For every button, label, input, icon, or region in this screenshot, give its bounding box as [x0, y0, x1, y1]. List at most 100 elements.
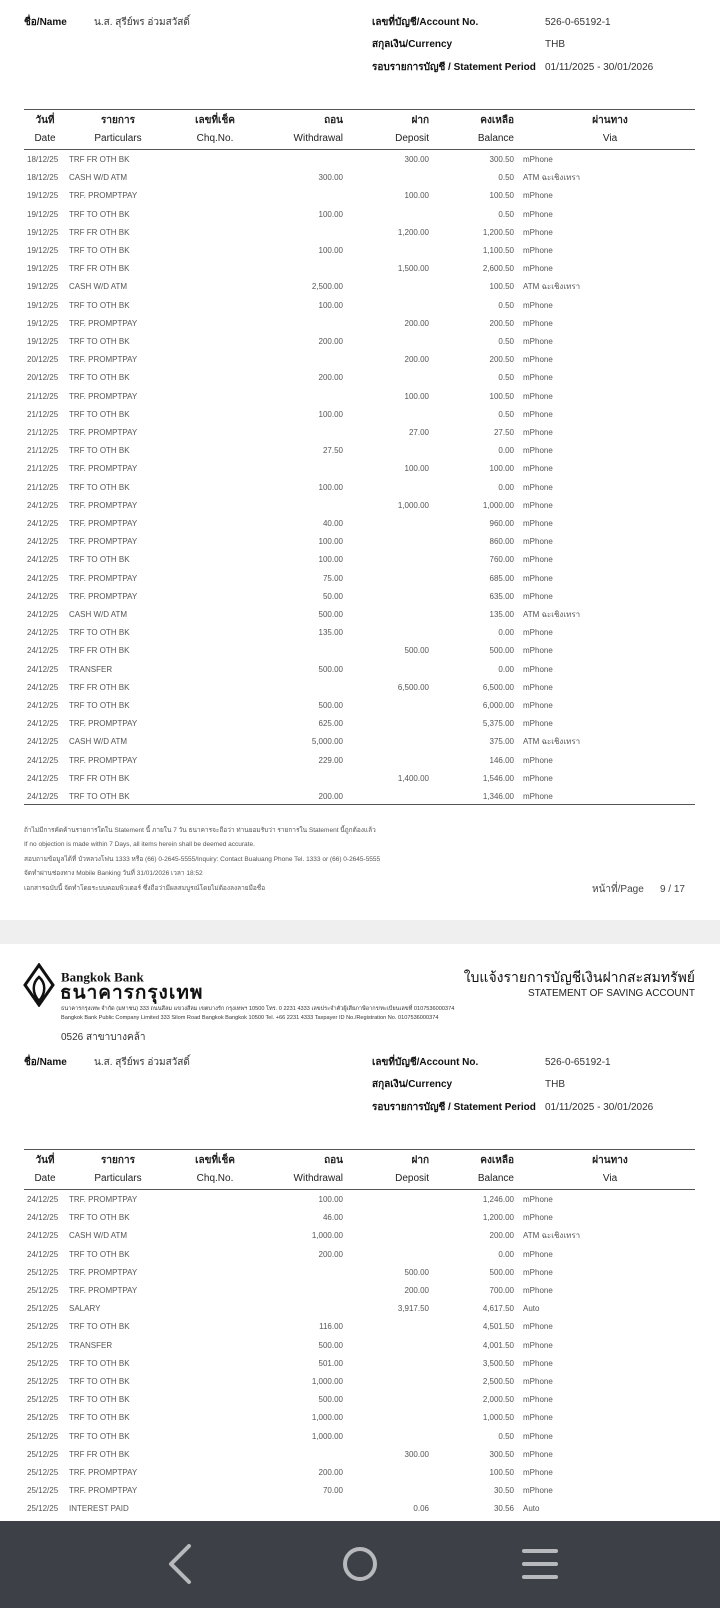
account-number: 526-0-65192-1: [545, 17, 611, 28]
statement-title-en: STATEMENT OF SAVING ACCOUNT: [527, 988, 695, 999]
address-th: ธนาคารกรุงเทพ จำกัด (มหาชน) 333 ถนนสีลม …: [61, 1006, 455, 1013]
cell-balance: 100.50: [489, 282, 514, 292]
cell-date: 24/12/25: [27, 701, 59, 710]
menu-button[interactable]: [522, 1549, 558, 1579]
cell-deposit: 100.00: [404, 464, 429, 474]
cell-balance: 700.00: [489, 1286, 514, 1295]
cell-date: 25/12/25: [27, 1377, 59, 1386]
cell-via: mPhone: [523, 1395, 553, 1405]
footer-note: จัดทำผ่านช่องทาง Mobile Banking วันที่ 3…: [24, 869, 203, 877]
cell-via: mPhone: [523, 1431, 553, 1441]
cell-balance: 30.50: [493, 1486, 514, 1496]
cell-balance: 685.00: [489, 573, 514, 583]
cell-via: mPhone: [523, 209, 553, 219]
cell-particulars: INTEREST PAID: [69, 1504, 129, 1514]
cell-withdrawal: 70.00: [322, 1486, 343, 1496]
cell-particulars: TRF TO OTH BK: [69, 409, 130, 419]
cell-withdrawal: 500.00: [318, 1340, 343, 1350]
cell-via: mPhone: [523, 1486, 553, 1496]
cell-via: mPhone: [523, 537, 553, 547]
home-button[interactable]: [343, 1547, 377, 1581]
cell-withdrawal: 135.00: [318, 628, 343, 638]
period-label: รอบรายการบัญชี / Statement Period: [372, 1102, 536, 1113]
cell-particulars: TRANSFER: [69, 1340, 113, 1350]
cell-deposit: 300.00: [404, 1449, 429, 1459]
back-button[interactable]: [169, 1544, 191, 1584]
cell-date: 25/12/25: [27, 1486, 59, 1496]
cell-balance: 635.00: [489, 591, 514, 601]
cell-date: 19/12/25: [27, 191, 59, 201]
cell-balance: 27.50: [493, 428, 514, 437]
cell-deposit: 100.00: [404, 191, 429, 201]
cell-via: mPhone: [523, 792, 553, 801]
statement-period: 01/11/2025 - 30/01/2026: [545, 62, 654, 73]
cell-balance: 500.00: [489, 1267, 514, 1277]
cell-balance: 300.50: [489, 1449, 514, 1459]
cell-particulars: TRF. PROMPTPAY: [69, 428, 138, 437]
cell-withdrawal: 46.00: [322, 1213, 343, 1223]
cell-date: 24/12/25: [27, 1249, 59, 1259]
cell-date: 21/12/25: [27, 464, 59, 474]
cell-particulars: TRF TO OTH BK: [69, 246, 130, 255]
bank-logo: [23, 963, 55, 1007]
cell-withdrawal: 100.00: [318, 209, 343, 219]
cell-balance: 300.50: [489, 155, 514, 164]
cell-withdrawal: 100.00: [318, 537, 343, 547]
cell-via: mPhone: [523, 701, 553, 710]
cell-date: 21/12/25: [27, 482, 59, 492]
cell-particulars: TRF. PROMPTPAY: [69, 573, 138, 583]
cell-via: mPhone: [523, 446, 553, 456]
cell-date: 19/12/25: [27, 264, 59, 274]
cell-withdrawal: 500.00: [318, 610, 343, 619]
cell-via: mPhone: [523, 355, 553, 365]
cell-particulars: TRF. PROMPTPAY: [69, 719, 138, 729]
cell-particulars: TRANSFER: [69, 664, 113, 674]
column-header-th: รายการ: [101, 115, 135, 126]
cell-date: 25/12/25: [27, 1449, 59, 1459]
cell-via: ATM ฉะเชิงเทรา: [523, 610, 581, 619]
cell-date: 24/12/25: [27, 682, 59, 692]
cell-particulars: TRF FR OTH BK: [69, 155, 130, 164]
cell-particulars: SALARY: [69, 1304, 101, 1314]
column-header-th: รายการ: [101, 1155, 135, 1166]
cell-withdrawal: 500.00: [318, 664, 343, 674]
cell-deposit: 200.00: [404, 318, 429, 328]
cell-withdrawal: 50.00: [322, 591, 343, 601]
cell-date: 19/12/25: [27, 318, 59, 328]
cell-particulars: TRF TO OTH BK: [69, 1377, 130, 1386]
cell-via: mPhone: [523, 1468, 553, 1477]
account-name: น.ส. สุรีย์พร อ่วมสวัสดิ์: [94, 17, 190, 28]
column-header-th: คงเหลือ: [480, 1155, 514, 1166]
cell-via: mPhone: [523, 773, 553, 783]
column-header-th: ถอน: [324, 115, 343, 126]
cell-particulars: CASH W/D ATM: [69, 282, 128, 292]
branch: 0526 สาขาบางคล้า: [61, 0, 145, 3]
cell-particulars: TRF TO OTH BK: [69, 792, 130, 801]
cell-particulars: TRF TO OTH BK: [69, 209, 130, 219]
cell-balance: 4,501.50: [482, 1322, 514, 1332]
cell-via: ATM ฉะเชิงเทรา: [523, 737, 581, 747]
cell-withdrawal: 200.00: [318, 1249, 343, 1259]
cell-via: mPhone: [523, 519, 553, 528]
cell-via: mPhone: [523, 191, 553, 201]
cell-via: mPhone: [523, 682, 553, 692]
currency-label: สกุลเงิน/Currency: [372, 39, 453, 50]
cell-via: mPhone: [523, 391, 553, 401]
cell-withdrawal: 5,000.00: [311, 737, 343, 747]
cell-particulars: CASH W/D ATM: [69, 610, 128, 619]
branch: 0526 สาขาบางคล้า: [61, 1032, 146, 1043]
cell-balance: 0.50: [498, 209, 514, 219]
cell-balance: 0.00: [498, 628, 514, 638]
cell-date: 25/12/25: [27, 1322, 59, 1332]
cell-via: mPhone: [523, 409, 553, 419]
cell-balance: 0.00: [498, 446, 514, 456]
cell-balance: 1,100.50: [482, 246, 514, 255]
cell-via: mPhone: [523, 1377, 553, 1386]
cell-date: 19/12/25: [27, 282, 59, 292]
cell-date: 24/12/25: [27, 719, 59, 729]
cell-balance: 100.50: [489, 191, 514, 201]
cell-date: 21/12/25: [27, 428, 59, 437]
currency-label: สกุลเงิน/Currency: [372, 1079, 453, 1090]
cell-deposit: 200.00: [404, 1286, 429, 1295]
